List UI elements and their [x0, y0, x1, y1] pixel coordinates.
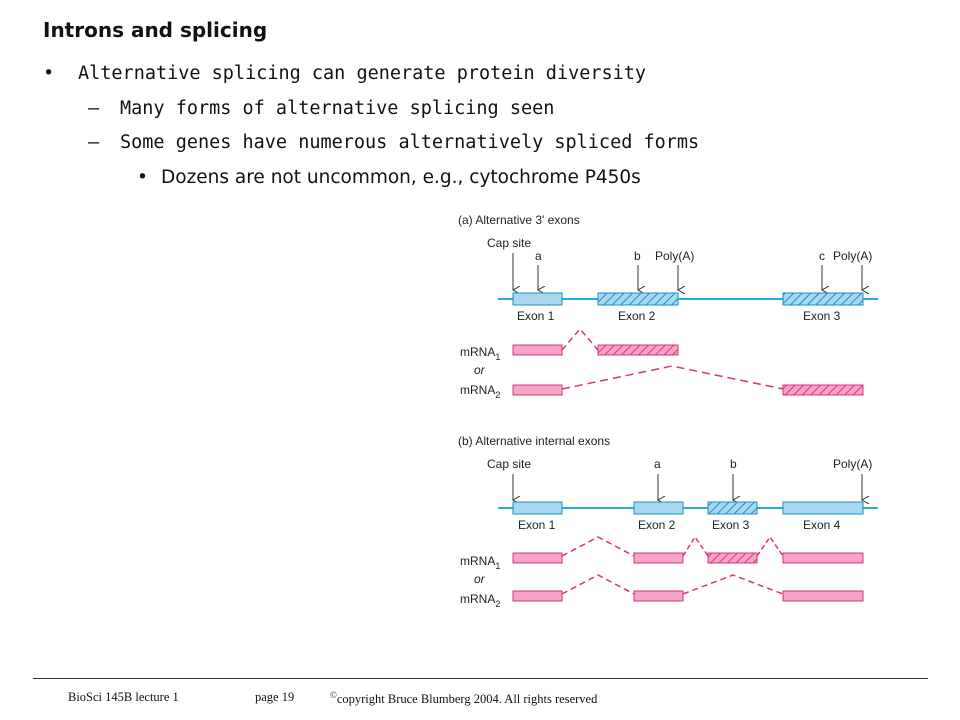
- bullet-marker: –: [88, 98, 100, 119]
- site-b-label: b: [634, 249, 641, 263]
- bullet-item: • Alternative splicing can generate prote…: [43, 63, 646, 84]
- site-a-label: a: [535, 249, 542, 263]
- bullet-text: Some genes have numerous alternatively s…: [120, 132, 700, 153]
- bullet-marker: –: [88, 132, 100, 153]
- site-a-label: a: [654, 457, 661, 471]
- splice-connector: [682, 574, 784, 595]
- mrna1-label: mRNA1: [460, 554, 500, 571]
- cap-site-label: Cap site: [487, 236, 531, 250]
- polya-label: Poly(A): [833, 249, 872, 263]
- copyright-text: copyright Bruce Blumberg 2004. All right…: [336, 692, 598, 707]
- or-label: or: [474, 363, 486, 377]
- panel-b-title: (b) Alternative internal exons: [458, 434, 610, 448]
- mrna-exon: [633, 552, 684, 564]
- footer-divider: [33, 678, 928, 679]
- mrna2-label: mRNA2: [460, 383, 500, 400]
- site-b-label: b: [730, 457, 737, 471]
- exon-1-label: Exon 1: [517, 309, 555, 323]
- mrna1-label: mRNA1: [460, 345, 500, 362]
- mrna-exon: [782, 552, 864, 564]
- footer-copyright: ©copyright Bruce Blumberg 2004. All righ…: [330, 690, 597, 707]
- footer-page-number: page 19: [255, 690, 295, 704]
- slide-title: Introns and splicing: [43, 18, 268, 42]
- exon-3-label: Exon 3: [712, 518, 750, 532]
- mrna2-label: mRNA2: [460, 592, 500, 609]
- bullet-item: • Dozens are not uncommon, e.g., cytochro…: [137, 167, 641, 188]
- mrna-exon: [782, 384, 864, 396]
- footer-course: BioSci 145B lecture 1: [68, 690, 179, 704]
- mrna-exon: [512, 384, 563, 396]
- polya-label: Poly(A): [833, 457, 872, 471]
- exon-2-label: Exon 2: [618, 309, 656, 323]
- mrna-exon: [782, 590, 864, 602]
- splice-connector: [561, 327, 599, 351]
- panel-a-title: (a) Alternative 3' exons: [458, 213, 580, 227]
- exon-2: [633, 501, 684, 515]
- mrna-exon: [512, 590, 563, 602]
- bullet-item: – Some genes have numerous alternatively …: [88, 132, 699, 153]
- exon-2: [597, 292, 679, 306]
- splice-connector: [561, 536, 635, 557]
- bullet-item: – Many forms of alternative splicing seen: [88, 98, 554, 119]
- splice-connector: [756, 535, 784, 557]
- bullet-marker: •: [137, 167, 148, 188]
- bullet-text: Dozens are not uncommon, e.g., cytochrom…: [161, 167, 641, 188]
- or-label: or: [474, 572, 486, 586]
- copyright-mark: ©: [330, 690, 337, 700]
- splice-connector: [682, 535, 709, 557]
- mrna-exon: [707, 552, 758, 564]
- exon-3-label: Exon 3: [803, 309, 841, 323]
- polya-label: Poly(A): [655, 249, 694, 263]
- exon-4: [782, 501, 864, 515]
- exon-2-label: Exon 2: [638, 518, 676, 532]
- mrna-exon: [597, 344, 679, 356]
- mrna-exon: [512, 552, 563, 564]
- mrna-exon: [633, 590, 684, 602]
- bullet-text: Many forms of alternative splicing seen: [120, 98, 555, 119]
- site-c-label: c: [819, 249, 825, 263]
- exon-1-label: Exon 1: [518, 518, 556, 532]
- splice-connector: [561, 574, 635, 595]
- bullet-marker: •: [43, 63, 55, 84]
- splice-connector: [561, 365, 784, 390]
- exon-4-label: Exon 4: [803, 518, 841, 532]
- exon-3: [782, 292, 864, 306]
- mrna-exon: [512, 344, 563, 356]
- exon-3: [707, 501, 758, 515]
- exon-1: [512, 501, 563, 515]
- bullet-text: Alternative splicing can generate protei…: [78, 63, 647, 84]
- exon-1: [512, 292, 563, 306]
- cap-site-label: Cap site: [487, 457, 531, 471]
